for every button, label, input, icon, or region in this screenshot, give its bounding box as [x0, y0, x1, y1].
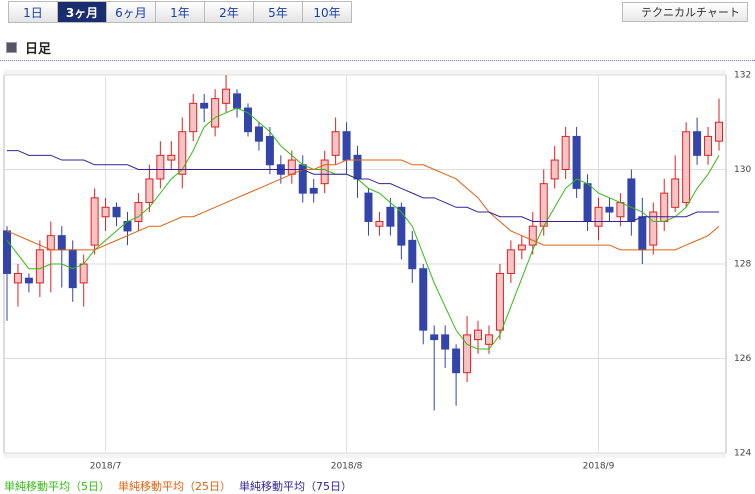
- candle-body: [233, 93, 242, 109]
- technical-chart-button[interactable]: テクニカルチャート: [622, 2, 748, 22]
- candle-body: [441, 334, 450, 350]
- candle-body: [112, 206, 121, 218]
- y-tick-label: 124: [734, 449, 751, 459]
- icon: [6, 42, 17, 53]
- candle-body: [287, 159, 296, 175]
- candle-body: [342, 131, 351, 161]
- candle-body: [13, 272, 22, 284]
- candle-body: [353, 154, 362, 180]
- candle-body: [539, 183, 548, 227]
- candle-body: [583, 183, 592, 222]
- header: 日足: [6, 38, 51, 57]
- candle-body: [616, 202, 625, 218]
- candle-body: [386, 206, 395, 227]
- candle-body: [397, 206, 406, 246]
- tab[interactable]: 2年: [204, 1, 254, 23]
- candle-body: [682, 131, 691, 204]
- candle-body: [550, 159, 559, 180]
- candle-body: [309, 187, 318, 194]
- x-tick-label: 2018/9: [583, 462, 615, 472]
- candle-body: [704, 135, 713, 156]
- chart: 124 126 128 130 132 2018/7 2018/8 2018/9: [3, 70, 751, 472]
- candle-body: [517, 244, 526, 251]
- ma-line: [6, 107, 720, 350]
- candle-body: [254, 126, 263, 142]
- candle-body: [528, 225, 537, 246]
- y-tick-label: 126: [734, 354, 751, 364]
- candle-body: [495, 272, 504, 331]
- candle-body: [145, 178, 154, 204]
- chart-title: 日足: [25, 42, 52, 57]
- candle-body: [79, 263, 88, 284]
- candle-body: [605, 206, 614, 213]
- candle-body: [463, 334, 472, 374]
- candle-body: [320, 159, 329, 185]
- candle-body: [419, 268, 428, 331]
- candle-body: [35, 249, 44, 284]
- candle-body: [408, 239, 417, 270]
- legend-entry: 単純移動平均（25日）: [118, 480, 231, 493]
- legend-entry: 単純移動平均（5日）: [4, 480, 110, 493]
- candle-body: [101, 206, 110, 218]
- candle-body: [134, 202, 143, 222]
- candle-body: [484, 334, 493, 345]
- y-tick-label: 128: [734, 260, 751, 270]
- candle-body: [156, 154, 165, 180]
- candle-body: [178, 131, 187, 175]
- candle-body: [167, 154, 176, 161]
- candle-body: [594, 206, 603, 227]
- candle-body: [430, 334, 439, 341]
- candle-body: [649, 211, 658, 246]
- candle-body: [671, 178, 680, 208]
- candle-body: [57, 235, 66, 251]
- candle-body: [265, 135, 274, 166]
- candle-body: [638, 216, 647, 251]
- candle-body: [452, 348, 461, 374]
- ma-line: [7, 150, 719, 222]
- divider: [0, 60, 755, 61]
- tab[interactable]: 10年: [302, 1, 352, 23]
- tabs: 1日 3ヶ月 6ヶ月 1年 2年 5年 10年: [8, 1, 352, 23]
- candle-body: [375, 220, 384, 227]
- candle-body: [3, 230, 11, 274]
- tab[interactable]: 5年: [253, 1, 303, 23]
- x-tick-label: 2018/8: [331, 462, 363, 472]
- y-tick-label: 132: [734, 71, 751, 81]
- candle-body: [474, 329, 483, 341]
- candle-body: [331, 131, 340, 156]
- candle-body: [24, 277, 33, 284]
- candle-body: [189, 102, 198, 133]
- candle-body: [46, 235, 55, 251]
- candle-body: [123, 220, 132, 232]
- candle-body: [715, 121, 723, 142]
- tab[interactable]: 6ヶ月: [106, 1, 156, 23]
- legend: 単純移動平均（5日） 単純移動平均（25日） 単純移動平均（75日）: [4, 478, 352, 494]
- candle-body: [364, 192, 373, 222]
- candle-body: [506, 249, 515, 274]
- candle-body: [211, 98, 220, 128]
- x-tick-label: 2018/7: [90, 462, 122, 472]
- candle-body: [222, 88, 231, 104]
- ma-line: [6, 159, 720, 251]
- y-tick-label: 130: [734, 165, 751, 175]
- candle-body: [243, 107, 252, 133]
- candle-body: [200, 102, 209, 109]
- candle-body: [90, 197, 99, 246]
- candle-body: [572, 135, 581, 189]
- candle-body: [693, 131, 702, 156]
- tab[interactable]: 3ヶ月: [57, 1, 107, 23]
- candle-body: [627, 178, 636, 222]
- candle-body: [561, 135, 570, 171]
- legend-entry: 単純移動平均（75日）: [239, 480, 352, 493]
